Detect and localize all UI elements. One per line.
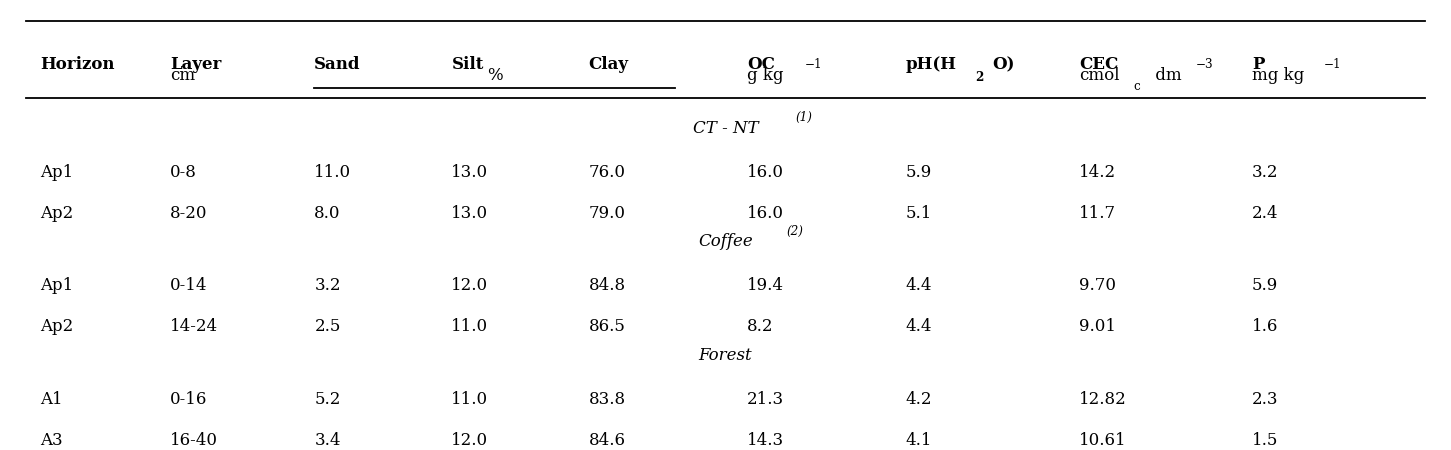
Text: 11.7: 11.7: [1080, 205, 1116, 222]
Text: 9.70: 9.70: [1080, 278, 1116, 294]
Text: 0-14: 0-14: [170, 278, 207, 294]
Text: 2.3: 2.3: [1252, 391, 1278, 408]
Text: 5.9: 5.9: [905, 164, 932, 181]
Text: 8.2: 8.2: [747, 319, 773, 335]
Text: 86.5: 86.5: [589, 319, 625, 335]
Text: g kg: g kg: [747, 67, 784, 84]
Text: Forest: Forest: [699, 347, 752, 364]
Text: 2: 2: [975, 71, 984, 84]
Text: Coffee: Coffee: [698, 233, 753, 250]
Text: A1: A1: [41, 391, 62, 408]
Text: 11.0: 11.0: [315, 164, 351, 181]
Text: (2): (2): [786, 225, 804, 238]
Text: 2.5: 2.5: [315, 319, 341, 335]
Text: 84.6: 84.6: [589, 432, 625, 449]
Text: 16.0: 16.0: [747, 164, 784, 181]
Text: 12.0: 12.0: [451, 278, 489, 294]
Text: 14.2: 14.2: [1080, 164, 1116, 181]
Text: 2.4: 2.4: [1252, 205, 1278, 222]
Text: −1: −1: [1325, 58, 1342, 71]
Text: OC: OC: [747, 56, 775, 73]
Text: 5.9: 5.9: [1252, 278, 1278, 294]
Text: c: c: [1133, 81, 1140, 94]
Text: 79.0: 79.0: [589, 205, 625, 222]
Text: 1.6: 1.6: [1252, 319, 1278, 335]
Text: 11.0: 11.0: [451, 391, 489, 408]
Text: 5.2: 5.2: [315, 391, 341, 408]
Text: 8.0: 8.0: [315, 205, 341, 222]
Text: 5.1: 5.1: [905, 205, 932, 222]
Text: CT - NT: CT - NT: [692, 120, 759, 137]
Text: P: P: [1252, 56, 1264, 73]
Text: Ap2: Ap2: [41, 319, 74, 335]
Text: 16-40: 16-40: [170, 432, 218, 449]
Text: 3.2: 3.2: [315, 278, 341, 294]
Text: 14.3: 14.3: [747, 432, 784, 449]
Text: pH(H: pH(H: [905, 56, 956, 73]
Text: 19.4: 19.4: [747, 278, 784, 294]
Text: 21.3: 21.3: [747, 391, 784, 408]
Text: Ap1: Ap1: [41, 164, 74, 181]
Text: 9.01: 9.01: [1080, 319, 1116, 335]
Text: (1): (1): [795, 111, 813, 124]
Text: A3: A3: [41, 432, 62, 449]
Text: Horizon: Horizon: [41, 56, 115, 73]
Text: 0-16: 0-16: [170, 391, 207, 408]
Text: 4.1: 4.1: [905, 432, 933, 449]
Text: 3.4: 3.4: [315, 432, 341, 449]
Text: Layer: Layer: [170, 56, 222, 73]
Text: Clay: Clay: [589, 56, 628, 73]
Text: 11.0: 11.0: [451, 319, 489, 335]
Text: 1.5: 1.5: [1252, 432, 1278, 449]
Text: mg kg: mg kg: [1252, 67, 1304, 84]
Text: 0-8: 0-8: [170, 164, 197, 181]
Text: 4.4: 4.4: [905, 278, 933, 294]
Text: cmol: cmol: [1080, 67, 1120, 84]
Text: 83.8: 83.8: [589, 391, 625, 408]
Text: Ap1: Ap1: [41, 278, 74, 294]
Text: %: %: [488, 67, 502, 84]
Text: cm: cm: [170, 67, 196, 84]
Text: Ap2: Ap2: [41, 205, 74, 222]
Text: 13.0: 13.0: [451, 164, 489, 181]
Text: 12.82: 12.82: [1080, 391, 1127, 408]
Text: 13.0: 13.0: [451, 205, 489, 222]
Text: −1: −1: [805, 58, 823, 71]
Text: 3.2: 3.2: [1252, 164, 1278, 181]
Text: 14-24: 14-24: [170, 319, 218, 335]
Text: dm: dm: [1149, 67, 1181, 84]
Text: 84.8: 84.8: [589, 278, 625, 294]
Text: CEC: CEC: [1080, 56, 1119, 73]
Text: 4.4: 4.4: [905, 319, 933, 335]
Text: 16.0: 16.0: [747, 205, 784, 222]
Text: 4.2: 4.2: [905, 391, 933, 408]
Text: O): O): [992, 56, 1014, 73]
Text: −3: −3: [1196, 58, 1213, 71]
Text: 8-20: 8-20: [170, 205, 207, 222]
Text: Sand: Sand: [315, 56, 361, 73]
Text: Silt: Silt: [451, 56, 483, 73]
Text: 12.0: 12.0: [451, 432, 489, 449]
Text: 10.61: 10.61: [1080, 432, 1126, 449]
Text: 76.0: 76.0: [589, 164, 625, 181]
